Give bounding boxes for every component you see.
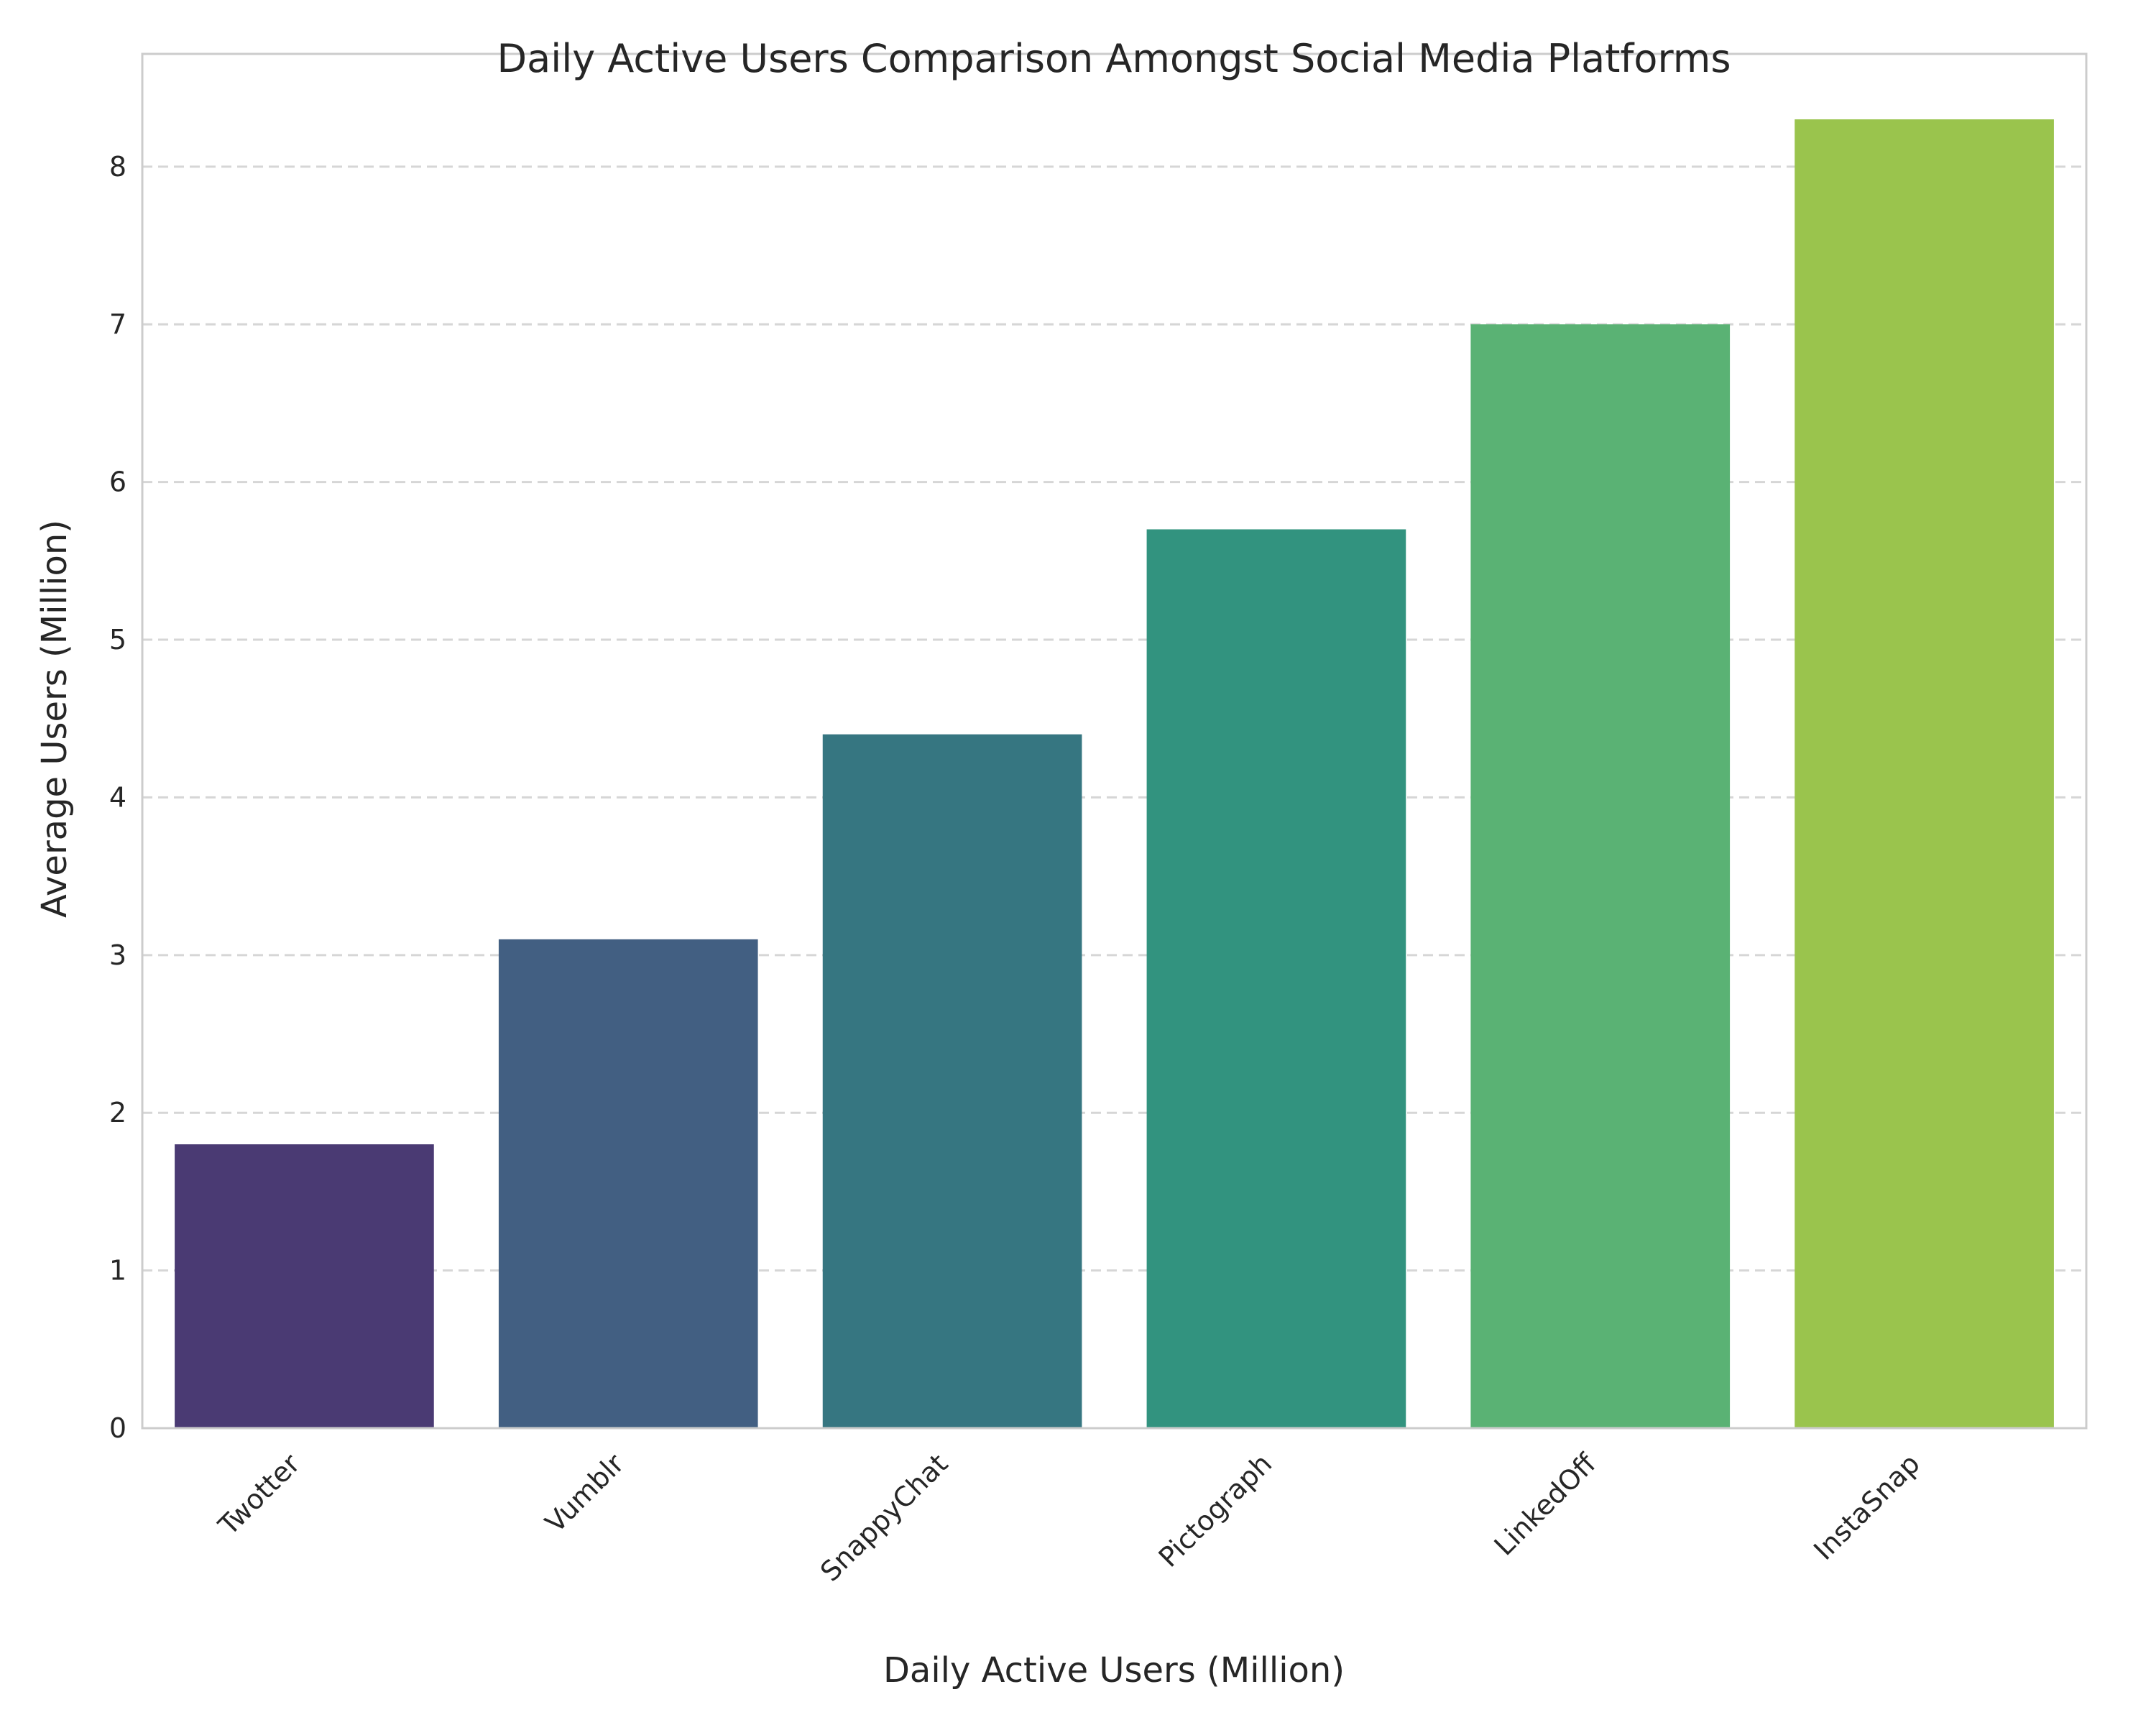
plot-frame: [141, 52, 2088, 1430]
grid-lines: [142, 165, 2086, 1272]
bars: [175, 119, 2054, 1429]
bar-linkedoff: [1470, 324, 1731, 1428]
bar-snappychat: [822, 734, 1082, 1428]
y-tick-label: 4: [109, 781, 126, 813]
y-tick-label: 8: [109, 151, 126, 183]
y-tick-label: 6: [109, 466, 126, 498]
bar-twotter: [175, 1144, 434, 1428]
y-axis-label: Average Users (Million): [34, 520, 75, 918]
x-axis-label: Daily Active Users (Million): [883, 1650, 1345, 1690]
y-tick-label: 1: [109, 1255, 126, 1287]
bar-pictograph: [1146, 529, 1406, 1428]
y-tick-label: 0: [109, 1412, 126, 1444]
chart-title: Daily Active Users Comparison Amongst So…: [497, 36, 1731, 81]
y-tick-label: 5: [109, 624, 126, 656]
y-tick-labels: 0 1 2 3 4 5 6 7 8: [109, 151, 126, 1444]
bar-instasnap: [1795, 119, 2054, 1429]
y-tick-label: 7: [109, 308, 126, 340]
y-tick-label: 3: [109, 939, 126, 971]
bar-vumblr: [498, 939, 758, 1428]
y-tick-label: 2: [109, 1097, 126, 1128]
